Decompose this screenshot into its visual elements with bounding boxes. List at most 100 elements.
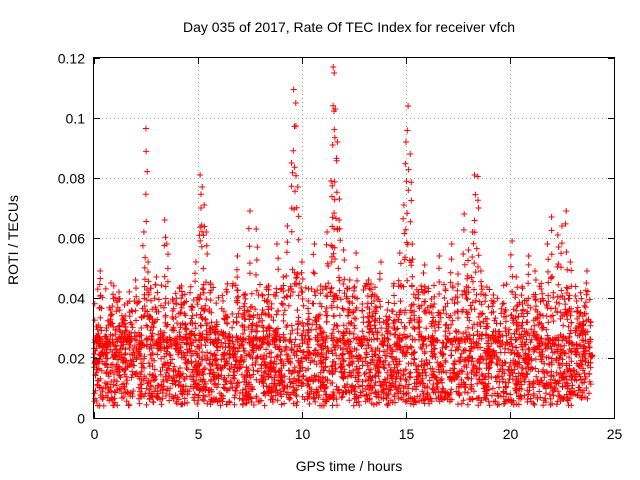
data-point bbox=[448, 241, 455, 247]
data-point bbox=[275, 307, 282, 314]
data-point bbox=[396, 358, 403, 365]
data-point bbox=[361, 283, 368, 289]
data-point bbox=[229, 311, 236, 317]
data-point bbox=[268, 354, 275, 361]
data-point bbox=[158, 401, 165, 408]
data-point bbox=[494, 402, 501, 408]
data-point bbox=[583, 385, 590, 391]
data-point bbox=[519, 325, 526, 332]
data-point bbox=[518, 310, 525, 317]
data-point bbox=[481, 388, 488, 395]
data-point bbox=[109, 361, 116, 368]
data-point bbox=[525, 345, 532, 352]
data-point bbox=[198, 243, 205, 250]
data-point bbox=[484, 340, 490, 347]
data-point bbox=[384, 307, 391, 313]
data-point bbox=[473, 245, 480, 252]
data-point bbox=[497, 343, 503, 350]
data-point bbox=[423, 325, 430, 332]
data-point bbox=[392, 399, 398, 406]
data-point bbox=[233, 314, 240, 321]
data-point bbox=[310, 251, 317, 258]
data-point bbox=[207, 356, 214, 363]
data-point bbox=[215, 361, 221, 368]
data-point bbox=[311, 358, 318, 365]
data-point bbox=[315, 341, 322, 348]
data-point bbox=[334, 402, 340, 409]
data-point bbox=[354, 277, 360, 284]
data-point bbox=[381, 365, 388, 372]
data-point bbox=[506, 326, 513, 333]
data-point bbox=[290, 384, 297, 391]
data-point bbox=[260, 334, 267, 341]
data-point bbox=[198, 314, 205, 321]
data-point bbox=[304, 395, 311, 402]
data-point bbox=[385, 299, 392, 306]
data-point bbox=[325, 280, 332, 287]
data-point bbox=[112, 343, 119, 350]
data-point bbox=[373, 393, 380, 400]
data-point bbox=[479, 286, 486, 293]
data-point bbox=[391, 331, 398, 338]
data-point bbox=[306, 335, 312, 342]
data-point bbox=[530, 392, 537, 399]
data-point bbox=[431, 386, 438, 393]
data-point bbox=[214, 398, 221, 405]
data-point bbox=[272, 331, 279, 338]
data-point bbox=[510, 357, 517, 364]
data-point bbox=[327, 289, 334, 296]
data-point bbox=[299, 380, 305, 387]
data-point bbox=[189, 369, 196, 375]
data-point bbox=[408, 282, 415, 289]
data-point bbox=[464, 374, 470, 381]
data-point bbox=[256, 398, 263, 405]
data-point bbox=[197, 360, 204, 367]
data-point bbox=[122, 327, 129, 334]
data-point bbox=[479, 310, 486, 317]
data-point bbox=[507, 251, 514, 258]
data-point bbox=[149, 319, 156, 326]
data-point bbox=[559, 293, 566, 299]
data-point bbox=[133, 369, 140, 376]
data-point bbox=[99, 340, 106, 347]
data-point bbox=[231, 364, 238, 371]
data-point bbox=[292, 391, 299, 398]
data-point bbox=[519, 283, 526, 290]
data-point bbox=[506, 367, 513, 374]
data-point bbox=[525, 302, 531, 309]
data-point bbox=[540, 402, 547, 409]
data-point bbox=[182, 322, 189, 328]
data-point bbox=[281, 400, 288, 407]
data-point bbox=[527, 304, 534, 311]
data-point bbox=[464, 272, 471, 279]
data-point bbox=[519, 307, 526, 314]
data-point bbox=[508, 334, 515, 341]
data-point bbox=[298, 358, 305, 365]
data-point bbox=[203, 229, 210, 235]
data-point bbox=[300, 323, 307, 329]
data-point bbox=[336, 355, 342, 362]
data-point bbox=[475, 402, 482, 409]
data-point bbox=[192, 325, 199, 332]
data-point bbox=[567, 327, 574, 334]
data-point bbox=[148, 355, 155, 362]
data-point bbox=[563, 284, 570, 291]
data-point bbox=[469, 395, 476, 402]
data-point bbox=[249, 320, 256, 327]
data-point bbox=[171, 363, 178, 370]
data-point bbox=[443, 310, 450, 317]
data-point bbox=[458, 376, 465, 383]
data-point bbox=[222, 340, 229, 347]
data-point bbox=[299, 337, 306, 343]
data-point bbox=[428, 310, 435, 316]
data-point bbox=[223, 378, 230, 384]
data-point bbox=[230, 346, 237, 352]
data-point bbox=[253, 376, 260, 383]
data-point bbox=[548, 373, 555, 380]
data-point bbox=[331, 70, 338, 76]
data-point bbox=[411, 312, 417, 319]
data-point bbox=[323, 335, 330, 342]
data-point bbox=[574, 371, 580, 378]
data-point bbox=[558, 250, 565, 257]
data-point bbox=[400, 348, 407, 355]
